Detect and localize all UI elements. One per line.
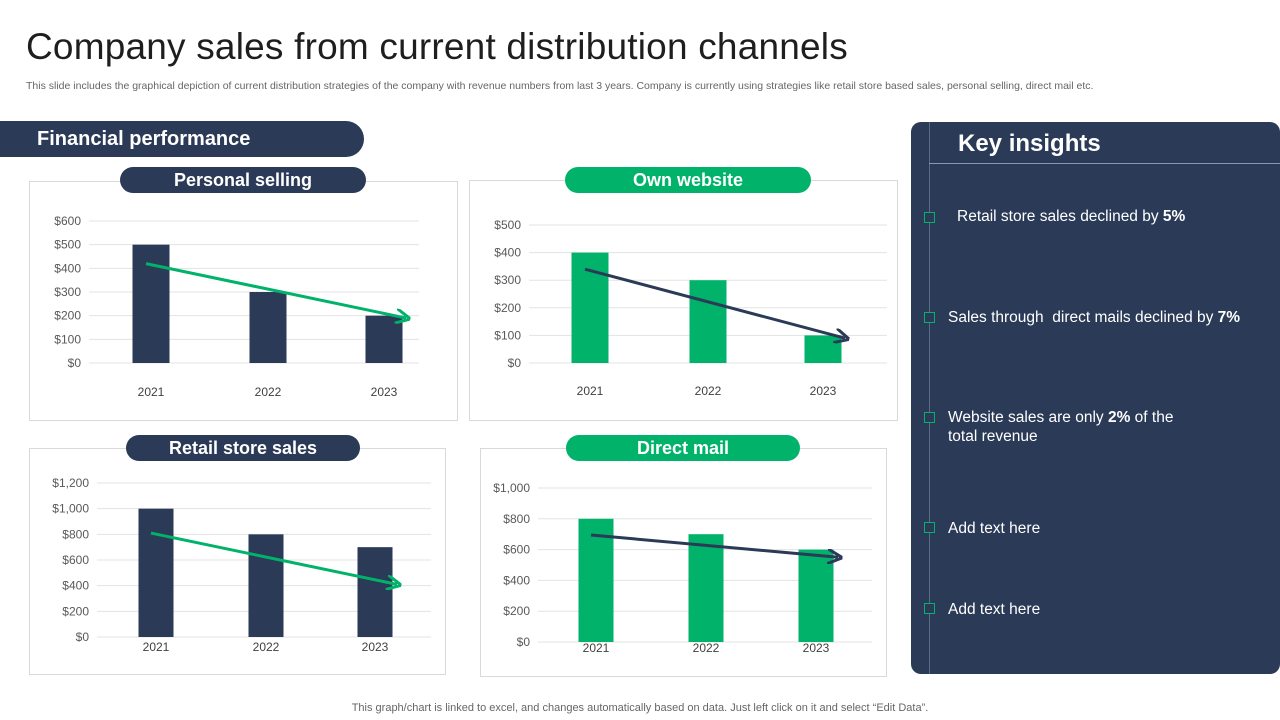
own-website-chart[interactable]: $0 $100 $200 $300 $400 $500 2021 2022 2023 xyxy=(469,180,898,421)
x-tick-label: 2022 xyxy=(253,640,280,654)
y-tick-label: $600 xyxy=(62,553,89,567)
x-tick-label: 2021 xyxy=(138,385,165,399)
y-tick-label: $1,000 xyxy=(493,481,530,495)
insight-bullet-icon xyxy=(924,412,935,423)
insight-3-value: 2% xyxy=(1107,409,1131,426)
insight-4-text[interactable]: Add text here xyxy=(948,520,1041,537)
y-tick-label: $1,200 xyxy=(52,476,89,490)
y-tick-label: $200 xyxy=(503,604,530,618)
bar-2021[interactable] xyxy=(578,518,614,642)
y-tick-label: $500 xyxy=(54,238,81,252)
page-title: Company sales from current distribution … xyxy=(26,26,848,67)
insight-bullet-icon xyxy=(924,522,935,533)
insight-1-value: 5% xyxy=(1162,208,1186,225)
bar-2022[interactable] xyxy=(689,280,727,363)
x-tick-label: 2023 xyxy=(371,385,398,399)
y-tick-label: $0 xyxy=(517,635,531,649)
bar-2021[interactable] xyxy=(138,508,174,637)
x-tick-label: 2021 xyxy=(583,641,610,655)
y-tick-label: $500 xyxy=(494,218,521,232)
insight-3-text-line2: total revenue xyxy=(948,428,1038,445)
y-tick-label: $0 xyxy=(508,356,522,370)
y-tick-label: $100 xyxy=(494,328,521,342)
y-tick-label: $0 xyxy=(68,356,82,370)
y-tick-label: $100 xyxy=(54,332,81,346)
y-tick-label: $600 xyxy=(54,214,81,228)
y-tick-label: $200 xyxy=(62,604,89,618)
bar-2021[interactable] xyxy=(132,244,170,363)
personal-selling-chart[interactable]: $0 $100 $200 $300 $400 $500 $600 2021 2022 2023 xyxy=(29,181,458,421)
insights-divider xyxy=(929,163,1280,164)
insight-item-1: Retail store sales declined by 5% xyxy=(957,207,1185,226)
insight-1-text: Retail store sales declined by xyxy=(957,208,1163,225)
x-tick-label: 2023 xyxy=(362,640,389,654)
y-tick-label: $200 xyxy=(54,309,81,323)
personal-selling-label: Personal selling xyxy=(120,167,366,193)
trend-arrow xyxy=(584,267,845,338)
x-tick-label: 2022 xyxy=(255,385,282,399)
y-tick-label: $800 xyxy=(503,512,530,526)
insight-3-text: Website sales are only xyxy=(948,409,1108,426)
insight-2-value: 7% xyxy=(1217,309,1241,326)
trend-arrow xyxy=(150,531,397,584)
direct-mail-chart[interactable]: $0 $200 $400 $600 $800 $1,000 2021 2022 2023 xyxy=(480,448,887,677)
own-website-panel[interactable] xyxy=(469,180,898,421)
y-tick-label: $1,000 xyxy=(52,502,89,516)
insight-bullet-icon xyxy=(924,603,935,614)
insight-3-text-end: of the xyxy=(1130,409,1174,426)
bar-2023[interactable] xyxy=(804,335,842,363)
bar-2022[interactable] xyxy=(249,292,287,363)
bar-2023[interactable] xyxy=(357,547,393,637)
y-tick-label: $400 xyxy=(62,579,89,593)
y-tick-label: $300 xyxy=(54,285,81,299)
retail-store-sales-chart[interactable]: $0 $200 $400 $600 $800 $1,000 $1,200 2021 2022 20… xyxy=(29,448,446,675)
x-tick-label: 2023 xyxy=(810,384,837,398)
trend-arrow xyxy=(590,533,838,557)
insight-item-2: Sales through direct mails declined by 7… xyxy=(948,308,1240,327)
y-tick-label: $0 xyxy=(76,630,90,644)
y-tick-label: $800 xyxy=(62,527,89,541)
x-tick-label: 2022 xyxy=(693,641,720,655)
x-tick-label: 2022 xyxy=(695,384,722,398)
page-subtitle: This slide includes the graphical depict… xyxy=(26,80,1094,92)
y-tick-label: $400 xyxy=(503,573,530,587)
key-insights-title: Key insights xyxy=(958,130,1101,157)
bar-2022[interactable] xyxy=(248,534,284,637)
trend-arrow xyxy=(145,262,406,318)
y-tick-label: $600 xyxy=(503,543,530,557)
bar-2023[interactable] xyxy=(798,549,834,642)
x-tick-label: 2021 xyxy=(577,384,604,398)
insights-timeline-line xyxy=(929,122,930,674)
x-tick-label: 2023 xyxy=(803,641,830,655)
insight-bullet-icon xyxy=(924,312,935,323)
y-tick-label: $400 xyxy=(494,246,521,260)
key-insights-panel xyxy=(911,122,1280,674)
insight-item-3: Website sales are only 2% of the total r… xyxy=(948,408,1173,446)
retail-store-sales-label: Retail store sales xyxy=(126,435,360,461)
own-website-label: Own website xyxy=(565,167,811,193)
insight-2-text: Sales through direct mails declined by xyxy=(948,309,1218,326)
y-tick-label: $300 xyxy=(494,273,521,287)
insight-item-4[interactable]: Add text here xyxy=(948,519,1040,538)
bar-2023[interactable] xyxy=(365,315,403,363)
x-tick-label: 2021 xyxy=(143,640,170,654)
financial-performance-banner: Financial performance xyxy=(0,121,364,157)
bar-2022[interactable] xyxy=(688,534,724,642)
direct-mail-label: Direct mail xyxy=(566,435,800,461)
insight-item-5[interactable]: Add text here xyxy=(948,600,1040,619)
y-tick-label: $200 xyxy=(494,301,521,315)
insight-bullet-icon xyxy=(924,212,935,223)
y-tick-label: $400 xyxy=(54,261,81,275)
footer-note: This graph/chart is linked to excel, and… xyxy=(351,702,929,714)
insight-5-text[interactable]: Add text here xyxy=(948,601,1041,618)
